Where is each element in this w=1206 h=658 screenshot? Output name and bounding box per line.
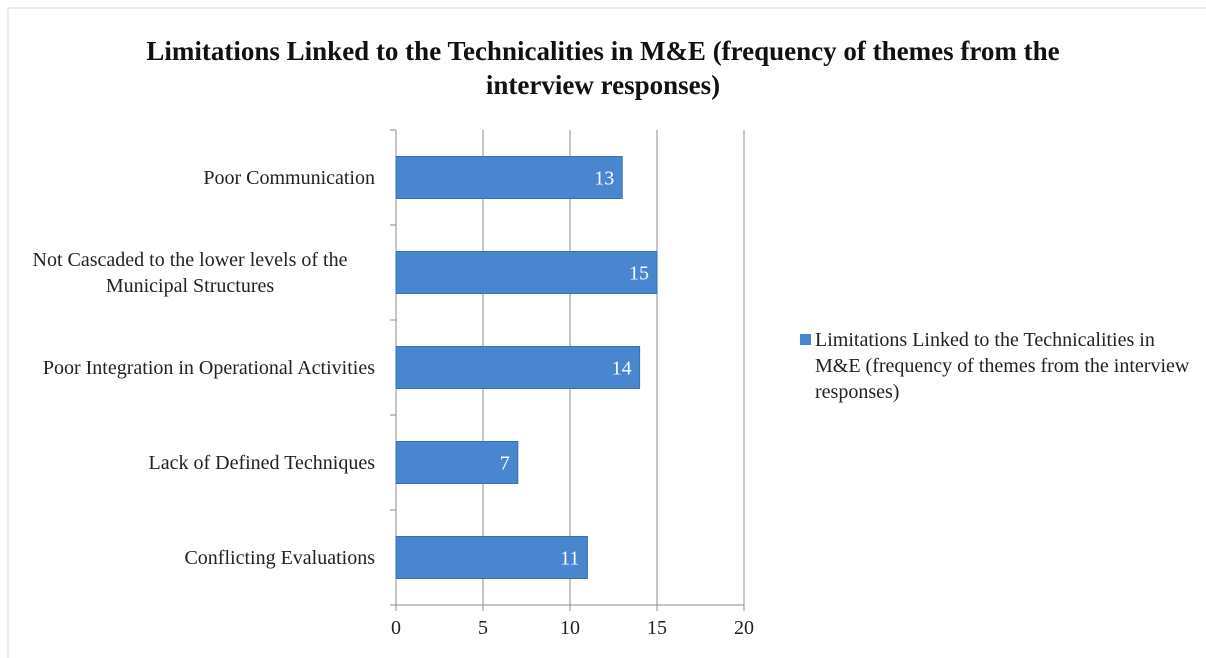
legend-swatch [800,334,811,345]
legend-label: Limitations Linked to the Technicalities… [815,329,1190,403]
y-tick-label-box: Poor Integration in Operational Activiti… [5,318,375,418]
bar [395,156,623,199]
y-tick-label-box: Not Cascaded to the lower levels of the … [5,223,375,323]
y-tick-label: Poor Communication [203,166,375,189]
data-label: 7 [500,453,510,475]
x-tick-label: 15 [647,617,667,639]
bar [395,441,519,484]
bar [395,536,588,579]
x-tick-label: 20 [734,617,754,639]
data-label: 13 [594,168,614,190]
y-tick-label-box: Lack of Defined Techniques [5,413,375,513]
y-tick-label: Conflicting Evaluations [184,546,375,569]
x-tick-label: 5 [478,617,488,639]
data-label: 14 [612,358,632,380]
x-tick-label: 10 [560,617,580,639]
x-tick-label: 0 [391,617,401,639]
y-tick-label-box: Conflicting Evaluations [5,508,375,608]
y-tick-label: Lack of Defined Techniques [148,451,375,474]
y-tick-label: Poor Integration in Operational Activiti… [42,356,375,379]
data-label: 11 [560,548,579,570]
y-tick-label: Not Cascaded to the lower levels of the … [32,248,348,297]
chart-title: Limitations Linked to the Technicalities… [146,36,1060,100]
data-label: 15 [629,263,649,285]
bar [395,346,641,389]
y-tick-label-box: Poor Communication [5,128,375,228]
bar [395,251,658,294]
